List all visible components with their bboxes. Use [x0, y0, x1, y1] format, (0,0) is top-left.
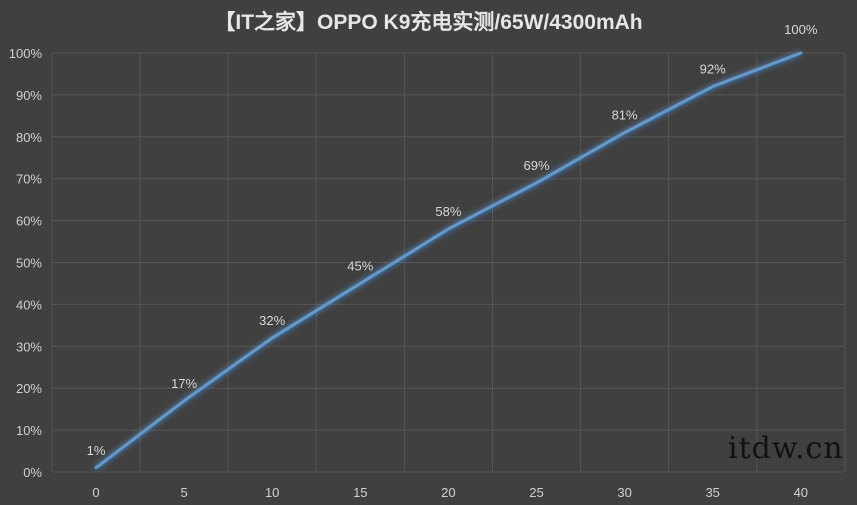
- y-tick-label: 10%: [16, 423, 42, 438]
- data-point: [94, 466, 98, 470]
- y-tick-label: 50%: [16, 256, 42, 271]
- data-label: 45%: [347, 258, 373, 273]
- y-tick-label: 90%: [16, 88, 42, 103]
- data-label: 32%: [259, 313, 285, 328]
- y-tick-label: 80%: [16, 130, 42, 145]
- y-tick-label: 70%: [16, 172, 42, 187]
- data-point: [446, 227, 450, 231]
- data-point: [358, 281, 362, 285]
- y-tick-label: 20%: [16, 381, 42, 396]
- data-label: 17%: [171, 376, 197, 391]
- x-tick-label: 40: [794, 485, 808, 500]
- data-label: 69%: [523, 158, 549, 173]
- data-point: [182, 399, 186, 403]
- x-tick-label: 0: [92, 485, 99, 500]
- data-point: [535, 181, 538, 185]
- data-point: [270, 336, 274, 340]
- y-tick-label: 100%: [9, 46, 43, 61]
- y-tick-label: 60%: [16, 214, 42, 229]
- x-tick-label: 35: [705, 485, 719, 500]
- data-label: 81%: [612, 108, 638, 123]
- watermark: itdw.cn: [728, 431, 844, 466]
- y-tick-label: 0%: [23, 465, 42, 480]
- x-tick-label: 25: [529, 485, 543, 500]
- x-tick-label: 15: [353, 485, 367, 500]
- y-tick-label: 40%: [16, 297, 42, 312]
- chart-title: 【IT之家】OPPO K9充电实测/65W/4300mAh: [214, 11, 643, 34]
- x-tick-label: 30: [617, 485, 631, 500]
- series-line: [95, 51, 802, 470]
- data-label: 92%: [700, 62, 726, 77]
- data-label: 100%: [784, 22, 818, 37]
- data-point: [711, 85, 715, 89]
- data-label: 58%: [435, 204, 461, 219]
- x-tick-label: 5: [180, 485, 187, 500]
- data-label: 1%: [87, 443, 106, 458]
- data-point: [799, 51, 803, 55]
- data-point: [623, 131, 627, 135]
- x-tick-label: 10: [265, 485, 279, 500]
- y-tick-label: 30%: [16, 339, 42, 354]
- x-tick-label: 20: [441, 485, 455, 500]
